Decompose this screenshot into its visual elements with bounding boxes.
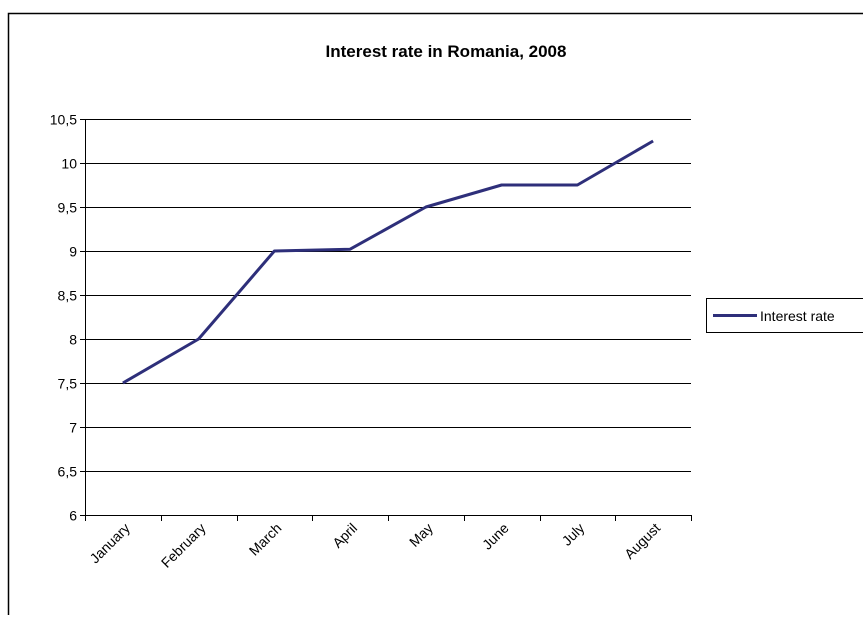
chart-title: Interest rate in Romania, 2008 [326,42,567,61]
y-tick-label: 10 [61,156,77,172]
y-tick-label: 7,5 [58,376,78,392]
y-tick-label: 8,5 [58,288,78,304]
legend-label: Interest rate [760,308,835,324]
y-tick-label: 10,5 [50,112,77,128]
legend: Interest rate [707,299,863,333]
y-tick-label: 6,5 [58,464,78,480]
y-tick-label: 7 [69,420,77,436]
y-tick-label: 9,5 [58,200,78,216]
y-tick-label: 9 [69,244,77,260]
y-tick-label: 6 [69,508,77,524]
y-tick-label: 8 [69,332,77,348]
